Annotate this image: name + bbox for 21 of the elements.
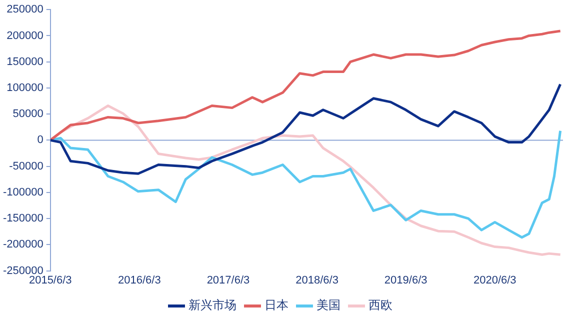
y-tick-label: -250000: [2, 264, 44, 277]
x-tick-label: 2015/6/3: [28, 274, 72, 286]
y-tick-label: 100000: [6, 82, 44, 94]
y-tick-label: 50000: [12, 108, 44, 120]
legend-label: 西欧: [368, 298, 392, 312]
y-tick-label: 250000: [6, 4, 44, 16]
x-tick-label: 2017/6/3: [206, 274, 250, 286]
y-tick-label: -100000: [2, 186, 44, 198]
y-tick-label: 200000: [6, 30, 44, 42]
legend-label: 新兴市场: [188, 298, 236, 312]
legend-label: 日本: [264, 298, 288, 312]
y-tick-label: 150000: [6, 56, 44, 68]
x-tick-label: 2019/6/3: [384, 274, 428, 286]
x-tick-label: 2018/6/3: [296, 274, 338, 286]
x-tick-label: 2020/6/3: [473, 274, 516, 286]
x-tick-label: 2016/6/3: [118, 274, 161, 286]
y-tick-label: 0: [37, 134, 44, 146]
y-tick-label: -150000: [2, 212, 44, 225]
legend-label: 美国: [316, 298, 340, 312]
y-tick-label: -200000: [2, 238, 44, 251]
y-tick-label: -50000: [9, 160, 44, 172]
